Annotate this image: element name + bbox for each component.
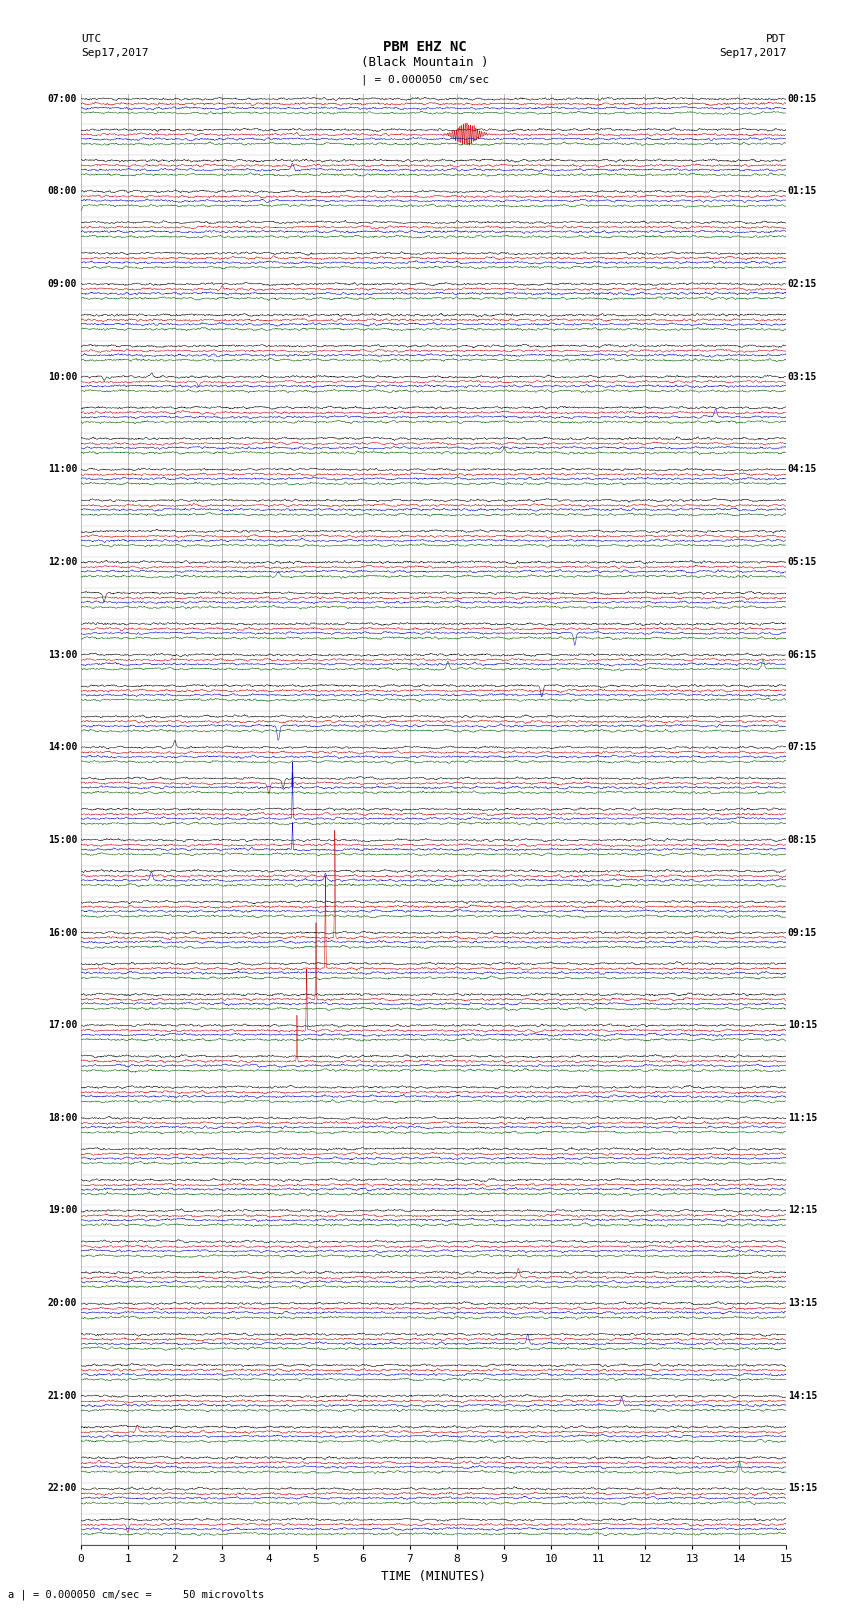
Text: 14:00: 14:00 [48, 742, 77, 752]
Text: 11:00: 11:00 [48, 465, 77, 474]
Text: 17:00: 17:00 [48, 1019, 77, 1031]
Text: 13:15: 13:15 [788, 1298, 817, 1308]
Text: 18:00: 18:00 [48, 1113, 77, 1123]
Text: a | = 0.000050 cm/sec =     50 microvolts: a | = 0.000050 cm/sec = 50 microvolts [8, 1589, 264, 1600]
Text: Sep17,2017: Sep17,2017 [719, 48, 786, 58]
Text: UTC: UTC [81, 34, 101, 44]
Text: 05:15: 05:15 [788, 556, 817, 566]
Text: 20:00: 20:00 [48, 1298, 77, 1308]
Text: PDT: PDT [766, 34, 786, 44]
Text: 11:15: 11:15 [788, 1113, 817, 1123]
Text: 12:15: 12:15 [788, 1205, 817, 1216]
Text: 04:15: 04:15 [788, 465, 817, 474]
Text: 07:15: 07:15 [788, 742, 817, 752]
Text: 15:00: 15:00 [48, 836, 77, 845]
X-axis label: TIME (MINUTES): TIME (MINUTES) [381, 1569, 486, 1582]
Text: 22:00: 22:00 [48, 1484, 77, 1494]
Text: 08:00: 08:00 [48, 185, 77, 197]
Text: 16:00: 16:00 [48, 927, 77, 937]
Text: 12:00: 12:00 [48, 556, 77, 566]
Text: 19:00: 19:00 [48, 1205, 77, 1216]
Text: 02:15: 02:15 [788, 279, 817, 289]
Text: 08:15: 08:15 [788, 836, 817, 845]
Text: 21:00: 21:00 [48, 1390, 77, 1400]
Text: 14:15: 14:15 [788, 1390, 817, 1400]
Text: 13:00: 13:00 [48, 650, 77, 660]
Text: 00:15: 00:15 [788, 94, 817, 103]
Text: 10:15: 10:15 [788, 1019, 817, 1031]
Text: 15:15: 15:15 [788, 1484, 817, 1494]
Text: (Black Mountain ): (Black Mountain ) [361, 56, 489, 69]
Text: 09:15: 09:15 [788, 927, 817, 937]
Text: PBM EHZ NC: PBM EHZ NC [383, 40, 467, 55]
Text: 10:00: 10:00 [48, 371, 77, 382]
Text: 09:00: 09:00 [48, 279, 77, 289]
Text: 03:15: 03:15 [788, 371, 817, 382]
Text: 01:15: 01:15 [788, 185, 817, 197]
Text: 07:00: 07:00 [48, 94, 77, 103]
Text: Sep17,2017: Sep17,2017 [81, 48, 148, 58]
Text: | = 0.000050 cm/sec: | = 0.000050 cm/sec [361, 74, 489, 85]
Text: 06:15: 06:15 [788, 650, 817, 660]
